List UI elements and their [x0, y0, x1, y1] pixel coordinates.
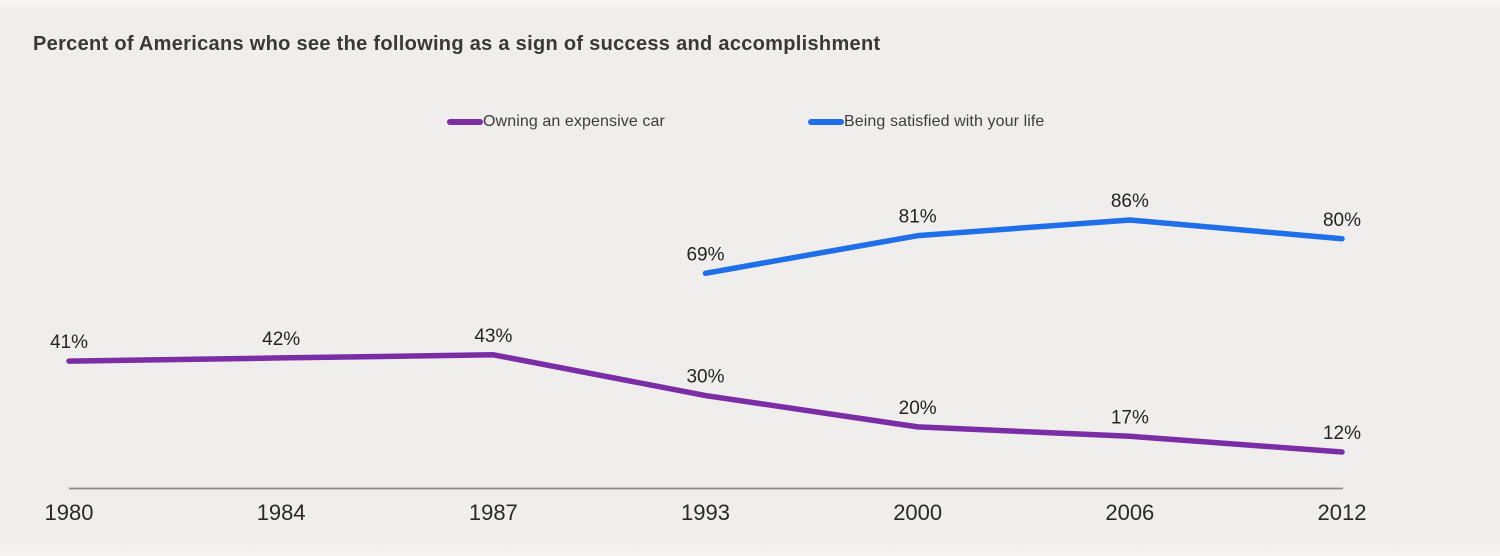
- data-point-label: 81%: [899, 207, 937, 228]
- legend-item: Owning an expensive car: [447, 112, 665, 132]
- data-point-label: 17%: [1111, 407, 1149, 428]
- x-axis-label: 2000: [893, 500, 942, 525]
- data-point-label: 43%: [474, 326, 512, 347]
- data-point-label: 80%: [1323, 210, 1361, 231]
- x-axis-label: 2006: [1105, 500, 1154, 525]
- data-point-label: 69%: [686, 244, 724, 265]
- x-axis-label: 1993: [681, 500, 730, 525]
- data-point-label: 86%: [1111, 191, 1149, 212]
- series-line: [66, 352, 1345, 455]
- x-axis-label: 1980: [45, 500, 94, 525]
- data-point-label: 41%: [50, 332, 88, 353]
- legend-label: Owning an expensive car: [483, 113, 665, 130]
- legend: Owning an expensive car Being satisfied w…: [0, 112, 1500, 132]
- legend-swatch-icon: [447, 119, 483, 125]
- data-point-label: 30%: [686, 367, 724, 388]
- legend-label: Being satisfied with your life: [844, 113, 1045, 130]
- data-point-label: 42%: [262, 329, 300, 350]
- series-line: [702, 217, 1345, 277]
- x-axis-label: 1984: [257, 500, 306, 525]
- x-axis-label: 1987: [469, 500, 518, 525]
- x-axis-label: 2012: [1318, 500, 1367, 525]
- legend-swatch-icon: [808, 119, 844, 125]
- legend-item: Being satisfied with your life: [808, 112, 1044, 132]
- data-point-label: 20%: [899, 398, 937, 419]
- chart-title: Percent of Americans who see the followi…: [33, 33, 881, 55]
- data-point-label: 12%: [1323, 423, 1361, 444]
